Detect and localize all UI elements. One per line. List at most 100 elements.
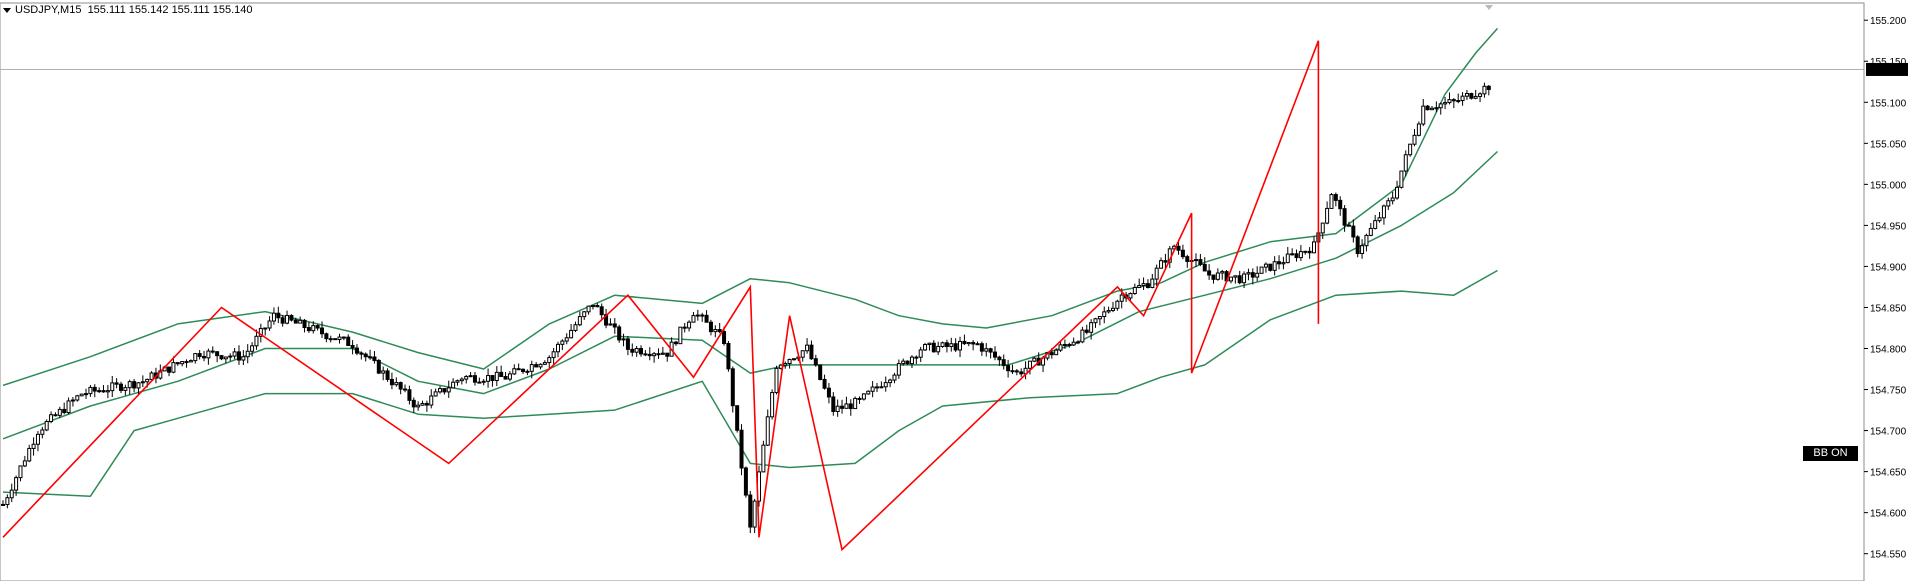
- candle-body: [1211, 274, 1216, 280]
- candle-body: [1154, 267, 1159, 280]
- candle-body: [542, 362, 547, 365]
- candle-body: [127, 381, 132, 389]
- candle-body: [320, 327, 325, 335]
- candle-body: [534, 364, 539, 368]
- candle-body: [962, 340, 967, 345]
- candle-body: [394, 382, 399, 386]
- candle-body: [411, 399, 416, 408]
- candle-body: [381, 370, 386, 374]
- candle-body: [136, 382, 141, 389]
- candle-body: [280, 317, 285, 324]
- candle-body: [831, 396, 836, 412]
- candle-body: [875, 386, 879, 389]
- candle-body: [1482, 85, 1487, 95]
- candle-body: [459, 378, 464, 382]
- candle-body: [31, 443, 36, 449]
- candle-body: [1412, 134, 1417, 145]
- candle-body: [730, 368, 735, 407]
- candle-body: [901, 360, 906, 365]
- candle-body: [481, 380, 486, 383]
- candle-body: [1228, 276, 1233, 282]
- candle-body: [984, 348, 989, 352]
- candle-body: [197, 353, 202, 357]
- plot-area[interactable]: [0, 2, 1865, 581]
- candle-body: [888, 379, 893, 384]
- candle-body: [49, 414, 54, 422]
- price-tick-label: 155.150: [1870, 57, 1907, 68]
- candle-body: [407, 389, 412, 401]
- candle-body: [1268, 263, 1273, 271]
- candle-body: [1425, 105, 1430, 111]
- price-tick-label: 154.900: [1870, 262, 1907, 273]
- candle-body: [22, 460, 27, 467]
- candle-body: [75, 395, 80, 401]
- candle-body: [800, 350, 805, 358]
- candle-body: [1460, 95, 1465, 102]
- candle-body: [1355, 236, 1360, 255]
- scroll-marker-icon[interactable]: [1485, 5, 1493, 10]
- price-tick-label: 155.200: [1870, 16, 1907, 27]
- candle-body: [210, 350, 215, 353]
- candle-body: [521, 368, 526, 373]
- candle-body: [140, 381, 145, 384]
- candle-body: [1180, 249, 1185, 258]
- candle-body: [1032, 357, 1037, 362]
- candle-body: [660, 352, 665, 355]
- candle-body: [1250, 272, 1255, 278]
- candle-body: [477, 381, 482, 384]
- candle-body: [944, 342, 949, 348]
- candle-body: [896, 363, 901, 376]
- candle-body: [608, 323, 613, 326]
- dropdown-triangle-icon[interactable]: [3, 7, 11, 13]
- candle-body: [1342, 208, 1347, 226]
- candle-body: [992, 351, 997, 358]
- candle-body: [66, 400, 71, 414]
- candle-body: [193, 353, 198, 362]
- candle-body: [1019, 371, 1024, 375]
- candle-body: [118, 383, 123, 391]
- candle-body: [70, 399, 75, 402]
- candle-body: [752, 500, 757, 528]
- candle-body: [547, 357, 552, 364]
- candle-body: [700, 314, 705, 317]
- candle-body: [1429, 107, 1434, 111]
- candle-body: [105, 390, 110, 393]
- candle-body: [258, 327, 263, 337]
- candle-body: [293, 319, 298, 324]
- candle-body: [350, 344, 355, 349]
- candle-body: [1084, 329, 1089, 333]
- candle-body: [1285, 253, 1290, 264]
- candle-body: [1277, 261, 1282, 265]
- candle-body: [267, 320, 272, 329]
- candle-body: [1395, 186, 1400, 199]
- zigzag-line: [2, 40, 1320, 552]
- candle-body: [840, 405, 845, 409]
- candle-body: [529, 364, 534, 372]
- candle-body: [188, 360, 193, 363]
- candle-body: [1263, 263, 1268, 268]
- candle-body: [1272, 261, 1277, 271]
- candle-body: [110, 382, 115, 392]
- candle-body: [892, 374, 897, 381]
- candle-body: [599, 306, 604, 316]
- price-axis[interactable]: 155.200 155.150 155.100 155.050 155.000 154.9…: [1863, 3, 1907, 581]
- candle-body: [1346, 224, 1351, 227]
- candle-body: [988, 348, 993, 353]
- candle-body: [346, 336, 351, 346]
- candle-body: [1408, 143, 1413, 156]
- candle-body: [560, 340, 565, 345]
- candle-body: [1242, 273, 1247, 284]
- price-tick-label: 154.550: [1870, 550, 1907, 561]
- candle-body: [866, 390, 871, 395]
- candle-body: [1194, 259, 1199, 262]
- candle-body: [1137, 285, 1142, 288]
- candle-body: [1478, 93, 1483, 97]
- candle-body: [1058, 344, 1063, 351]
- candle-body: [1329, 194, 1334, 209]
- candle-body: [1312, 241, 1316, 254]
- candle-body: [1373, 220, 1378, 229]
- candle-body: [586, 305, 591, 313]
- candle-body: [490, 375, 495, 382]
- candle-body: [883, 382, 888, 388]
